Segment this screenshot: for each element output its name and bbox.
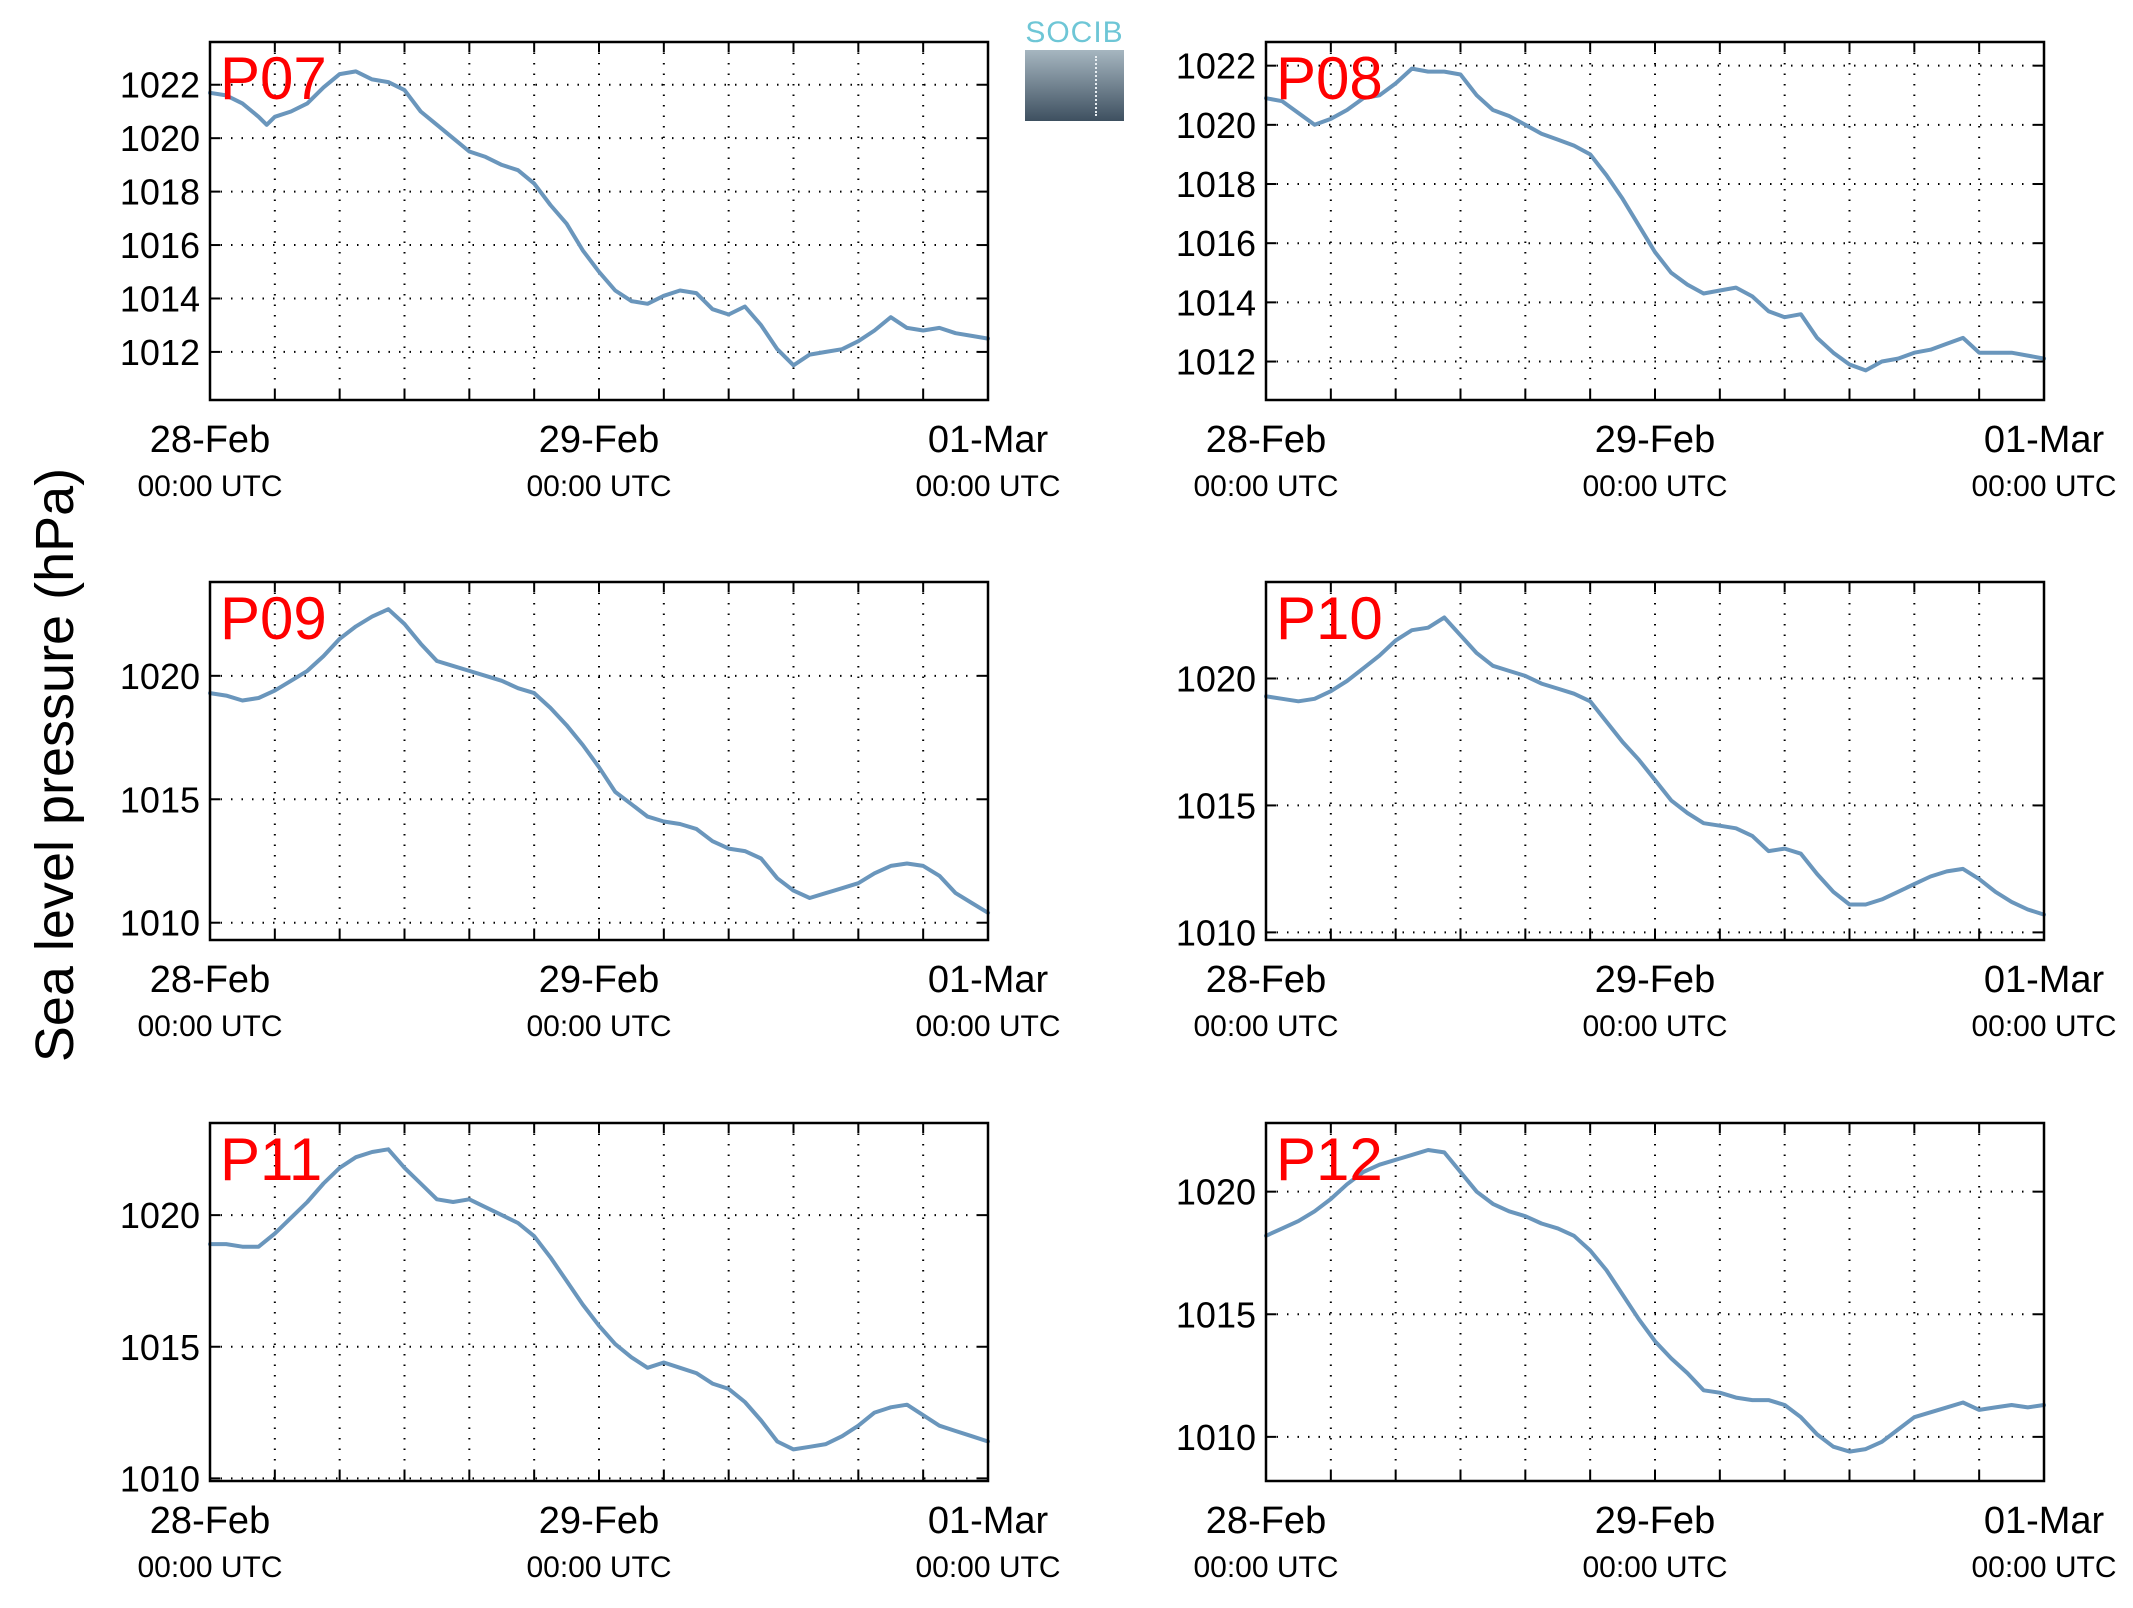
y-tick-label: 1020 — [120, 1195, 200, 1236]
y-tick-label: 1020 — [1176, 658, 1256, 699]
pressure-line-p07 — [208, 69, 990, 368]
y-tick-label: 1016 — [120, 225, 200, 266]
x-tick-label-time: 00:00 UTC — [1193, 1010, 1338, 1043]
x-tick-label-time: 00:00 UTC — [1582, 470, 1727, 503]
panel-label: P10 — [1276, 585, 1383, 652]
x-tick-label-date: 01-Mar — [1984, 959, 2105, 1001]
axes-frame — [1264, 40, 2046, 402]
x-tick-label-date: 28-Feb — [1206, 419, 1326, 461]
y-tick-label: 1015 — [120, 779, 200, 820]
x-tick-label-time: 00:00 UTC — [526, 470, 671, 503]
y-tick-label: 1020 — [1176, 1172, 1256, 1213]
panel-label: P12 — [1276, 1126, 1383, 1193]
panel-p11: 1010 1015 1020 28-Feb 00:00 UTC 29-Feb 00:00 U… — [120, 1121, 1061, 1584]
x-tick-label-time: 00:00 UTC — [137, 470, 282, 503]
y-tick-label: 1018 — [120, 172, 200, 213]
x-tick-label-date: 29-Feb — [539, 959, 659, 1001]
y-tick-label: 1012 — [120, 332, 200, 373]
panel-p10: 1010 1015 1020 28-Feb 00:00 UTC 29-Feb 00:00 U… — [1176, 580, 2117, 1043]
logo-graphic — [1025, 50, 1124, 121]
y-tick-label: 1015 — [1176, 1294, 1256, 1335]
y-tick-label: 1015 — [1176, 785, 1256, 826]
y-tick-label: 1018 — [1176, 164, 1256, 205]
pressure-line-p10 — [1264, 615, 2046, 917]
y-axis-label-text: Sea level pressure (hPa) — [25, 467, 85, 1063]
x-tick-label-time: 00:00 UTC — [1971, 1551, 2116, 1584]
y-tick-label: 1016 — [1176, 223, 1256, 264]
y-tick-label: 1022 — [1176, 46, 1256, 87]
x-tick-label-date: 28-Feb — [1206, 959, 1326, 1001]
x-tick-label-time: 00:00 UTC — [1582, 1551, 1727, 1584]
panel-label: P07 — [220, 45, 327, 112]
x-tick-label-date: 29-Feb — [1595, 419, 1715, 461]
x-tick-label-time: 00:00 UTC — [1193, 470, 1338, 503]
x-tick-label-date: 28-Feb — [150, 419, 270, 461]
y-tick-label: 1012 — [1176, 342, 1256, 383]
pressure-line-p12 — [1264, 1148, 2046, 1454]
x-tick-label-time: 00:00 UTC — [526, 1010, 671, 1043]
panel-label: P11 — [220, 1126, 322, 1193]
x-tick-label-time: 00:00 UTC — [137, 1551, 282, 1584]
pressure-line-p09 — [208, 607, 990, 915]
x-tick-label-date: 01-Mar — [928, 959, 1049, 1001]
x-tick-label-date: 01-Mar — [1984, 1500, 2105, 1542]
x-tick-label-time: 00:00 UTC — [1971, 470, 2116, 503]
x-tick-label-date: 28-Feb — [150, 959, 270, 1001]
socib-logo: SOCIB — [1025, 16, 1124, 121]
x-tick-label-time: 00:00 UTC — [915, 1010, 1060, 1043]
axes-frame — [1264, 1121, 2046, 1483]
y-tick-label: 1020 — [120, 118, 200, 159]
x-tick-label-date: 01-Mar — [928, 419, 1049, 461]
x-tick-label-time: 00:00 UTC — [915, 1551, 1060, 1584]
y-tick-label: 1022 — [120, 65, 200, 106]
y-tick-label: 1010 — [120, 903, 200, 944]
x-tick-label-date: 29-Feb — [539, 1500, 659, 1542]
axes-frame — [1264, 580, 2046, 942]
panel-label: P09 — [220, 585, 327, 652]
y-tick-label: 1020 — [1176, 105, 1256, 146]
x-tick-label-date: 01-Mar — [928, 1500, 1049, 1542]
x-tick-label-time: 00:00 UTC — [1582, 1010, 1727, 1043]
x-tick-label-date: 29-Feb — [1595, 959, 1715, 1001]
logo-text: SOCIB — [1025, 16, 1124, 49]
x-tick-label-time: 00:00 UTC — [915, 470, 1060, 503]
panel-p07: 1012 1014 1016 1018 1020 1022 28-Feb 00:00 UTC 2… — [120, 40, 1061, 503]
y-tick-label: 1015 — [120, 1327, 200, 1368]
axes-frame — [208, 580, 990, 942]
x-tick-label-date: 01-Mar — [1984, 419, 2105, 461]
x-tick-label-date: 29-Feb — [539, 419, 659, 461]
panel-p09: 1010 1015 1020 28-Feb 00:00 UTC 29-Feb 00:00 U… — [120, 580, 1061, 1043]
x-tick-label-date: 29-Feb — [1595, 1500, 1715, 1542]
pressure-line-p11 — [208, 1147, 990, 1452]
y-tick-label: 1010 — [1176, 912, 1256, 953]
pressure-line-p08 — [1264, 66, 2046, 373]
x-tick-label-time: 00:00 UTC — [137, 1010, 282, 1043]
y-tick-label: 1020 — [120, 656, 200, 697]
y-tick-label: 1014 — [120, 278, 200, 319]
axes-frame — [208, 1121, 990, 1483]
panel-p08: 1012 1014 1016 1018 1020 1022 28-Feb 00:00 UTC 2… — [1176, 40, 2117, 503]
panel-label: P08 — [1276, 45, 1383, 112]
y-tick-label: 1010 — [120, 1458, 200, 1499]
x-tick-label-date: 28-Feb — [1206, 1500, 1326, 1542]
x-tick-label-time: 00:00 UTC — [1971, 1010, 2116, 1043]
y-tick-label: 1010 — [1176, 1417, 1256, 1458]
x-tick-label-date: 28-Feb — [150, 1500, 270, 1542]
y-tick-label: 1014 — [1176, 282, 1256, 323]
x-tick-label-time: 00:00 UTC — [1193, 1551, 1338, 1584]
axes-frame — [208, 40, 990, 402]
panel-p12: 1010 1015 1020 28-Feb 00:00 UTC 29-Feb 00:00 U… — [1176, 1121, 2117, 1584]
x-tick-label-time: 00:00 UTC — [526, 1551, 671, 1584]
